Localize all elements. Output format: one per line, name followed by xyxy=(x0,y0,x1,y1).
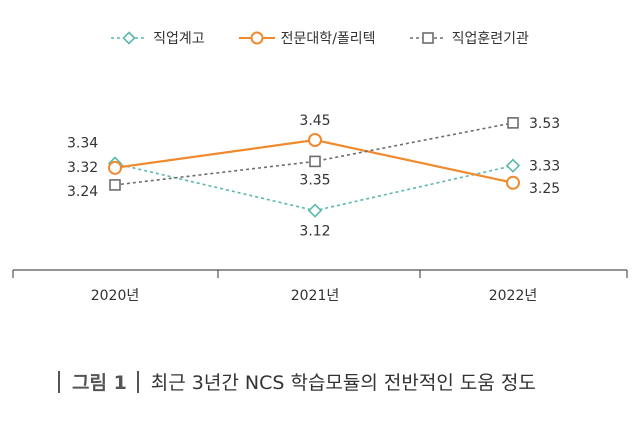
chart-legend: 직업계고 전문대학/폴리텍 직업훈련기관 xyxy=(0,28,640,48)
caption-label: 그림 1 xyxy=(72,372,127,394)
data-label: 3.25 xyxy=(529,181,560,197)
x-tick-label: 2021년 xyxy=(291,288,340,304)
caption-divider xyxy=(136,370,139,393)
legend-marker-square-icon xyxy=(409,32,446,44)
data-label: 3.45 xyxy=(299,113,330,129)
data-label: 3.12 xyxy=(299,224,330,240)
data-label: 3.35 xyxy=(299,172,330,188)
x-tick-label: 2020년 xyxy=(91,288,140,304)
data-point-circle xyxy=(506,175,520,190)
data-label: 3.32 xyxy=(67,160,98,176)
data-point-diamond xyxy=(307,203,323,218)
legend-label-series-2: 직업훈련기관 xyxy=(451,31,529,47)
data-label: 3.34 xyxy=(67,136,98,152)
figure-caption: 그림 1 최근 3년간 NCS 학습모듈의 전반적인 도움 정도 xyxy=(58,368,536,395)
data-label: 3.24 xyxy=(67,184,98,200)
legend-label-series-0: 직업계고 xyxy=(153,31,205,47)
data-label: 3.33 xyxy=(529,159,560,175)
caption-divider xyxy=(58,370,60,393)
data-point-square xyxy=(309,155,321,168)
legend-item-series-0: 직업계고 xyxy=(111,28,205,48)
legend-item-series-2: 직업훈련기관 xyxy=(409,28,529,48)
data-point-circle xyxy=(308,133,322,147)
x-tick-label: 2022년 xyxy=(489,288,538,304)
legend-label-series-1: 전문대학/폴리텍 xyxy=(280,31,376,47)
legend-marker-circle-icon xyxy=(238,31,275,45)
data-point-circle xyxy=(108,160,122,175)
series-line-2 xyxy=(114,122,514,186)
data-point-square xyxy=(109,179,121,191)
data-label: 3.53 xyxy=(529,116,560,132)
data-point-square xyxy=(507,117,519,129)
data-point-diamond xyxy=(505,158,521,173)
caption-title: 최근 3년간 NCS 학습모듈의 전반적인 도움 정도 xyxy=(150,372,536,394)
legend-item-series-1: 전문대학/폴리텍 xyxy=(238,28,376,48)
legend-marker-diamond-icon xyxy=(111,31,148,45)
